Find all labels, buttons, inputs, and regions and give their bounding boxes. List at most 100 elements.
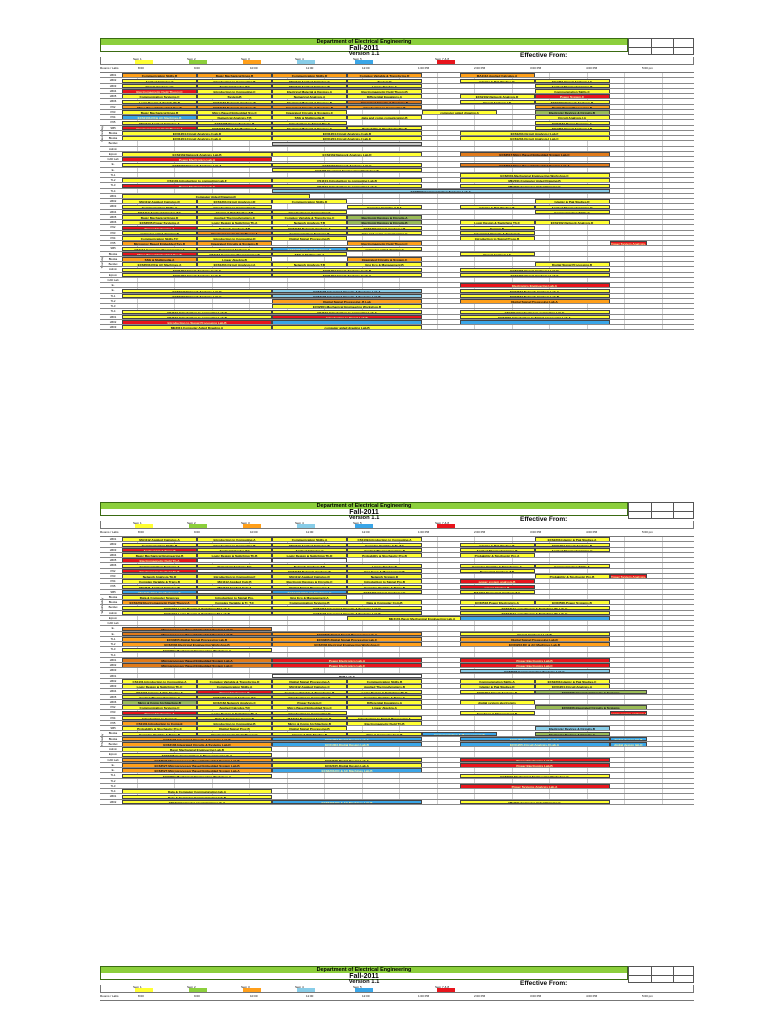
timetable-row: CAD Lab EC63527.Microprocessor Based Embe… bbox=[100, 758, 694, 763]
class-session-cell: EC63518.Power Electronics.A bbox=[459, 600, 535, 605]
semester-color-swatch bbox=[189, 524, 207, 528]
class-session-cell: computer aided drawing.C bbox=[347, 246, 422, 251]
class-session-cell: EC63527.Microprocessor Based Embedded Sy… bbox=[122, 763, 272, 767]
class-session-cell: Network Analysis.T.B bbox=[272, 563, 347, 568]
room-label: E-Workshop bbox=[111, 762, 115, 767]
class-session-cell: Complex Variable & Tr. T.C bbox=[347, 542, 422, 547]
class-session-cell: EC61204.Circuit Analysis.B bbox=[534, 542, 610, 547]
class-session-cell: Data & Computer Communication lab.A bbox=[122, 789, 272, 794]
class-session-cell: Applied Thermodynamics.B bbox=[347, 547, 422, 552]
class-session-cell: Power Electronics Lab.C bbox=[272, 663, 422, 668]
time-slot-label: 9:00 bbox=[194, 530, 200, 534]
timetable-row: E-Workshop EC63527.Microprocessor Based E… bbox=[100, 768, 694, 774]
timetable-row: TL2 Digital Signal Processing .B Lab Digit… bbox=[100, 299, 694, 304]
timetable-row: SB5 CS1112.Computer Programming.A Numerica… bbox=[100, 246, 694, 252]
class-session-cell: Micro Based Embedded Sys.B bbox=[122, 251, 197, 256]
class-session-cell: Computer Aided Drawing.D bbox=[122, 194, 310, 198]
room-label: CAD Lab bbox=[107, 277, 119, 282]
room-label: TL3 bbox=[110, 647, 116, 652]
semester-color-swatch bbox=[437, 60, 455, 64]
room-label: LB01 bbox=[109, 193, 117, 198]
time-slot-label: 5:00 pm bbox=[642, 66, 653, 70]
class-session-cell: Communication Skills.B bbox=[122, 73, 197, 78]
day-block: Wednesday LB01 MA1112.Applied Calculus.A In… bbox=[100, 537, 694, 674]
timetable-row: Bentlet EC63103.Integrated Circuits & Sys… bbox=[100, 742, 694, 747]
timetable-row: Blocka Complex Variable & Trans.B Electrom… bbox=[100, 731, 694, 737]
class-session-cell: Islamic & Pak Studies.D bbox=[459, 684, 535, 689]
timetable-row: TL2 EC62002.Electrical Engineering Worksh… bbox=[100, 642, 694, 648]
timetable-row: LB02 CS1112.Computer programming Lab.A EC6… bbox=[100, 800, 694, 805]
class-session-cell: EC62162.Network Analysis Lab.C bbox=[272, 162, 422, 167]
room-label: LB01 bbox=[109, 794, 117, 799]
room-label: LB03 bbox=[109, 325, 117, 329]
class-session-cell: Micro Based Embedded Sys.B bbox=[122, 104, 197, 109]
timetable-row: LB06 Micro & Comp Architecture.B EC62162.N… bbox=[100, 700, 694, 705]
timetable-row: Admin EC61204.Circuit Analysis.I Lab.C EC6… bbox=[100, 267, 694, 273]
room-label: LB01 bbox=[109, 73, 117, 77]
room-label: P05 bbox=[110, 720, 116, 725]
timetable-row: P04 EC62163.DC& AC Machines.B Numerical An… bbox=[100, 115, 694, 121]
class-session-cell: Differential Equations.A bbox=[347, 700, 422, 704]
class-session-cell: CS1101.Introduction to computing Lab.B bbox=[122, 314, 272, 319]
class-session-cell: EC61204.Circuit Analysis.I Lab.F bbox=[459, 272, 610, 277]
class-session-cell: Digital Signal Processing Lab.A bbox=[459, 299, 610, 303]
class-session-cell: Electrical Material & Devices.C bbox=[272, 125, 347, 130]
semester-color-swatch bbox=[243, 60, 261, 64]
timetable-sheet-2: Department of Electrical Engineering Fall… bbox=[100, 502, 694, 805]
time-header-row: Rooms / Labs 8:00 9:00 10:00 11:00 12:00 1:00 … bbox=[100, 993, 694, 1001]
class-session-cell: Microprocessor Based Embedded System Lab… bbox=[122, 658, 272, 662]
room-label: TL1 bbox=[110, 636, 116, 641]
timetable-row: Eprom EC61204.Circuit Analysis.I Lab.E EC6… bbox=[100, 273, 694, 278]
room-label: LB04 bbox=[109, 88, 117, 93]
room-label: CAD Lab bbox=[107, 757, 119, 762]
class-session-cell: Introduction to Computing.F bbox=[272, 209, 347, 214]
class-session-cell: Introduction to Computing.F bbox=[197, 574, 272, 578]
timetable-row: E-Workshop EC6265.Electrical Engineering … bbox=[100, 168, 694, 173]
class-session-cell: Numerical Analysis.T.B bbox=[197, 115, 272, 120]
class-session-cell: Islamic & Pak Studies.D bbox=[534, 199, 610, 204]
class-session-cell: EC63203.DC & AC Machines Lab.B bbox=[272, 799, 422, 804]
class-session-cell: EC62163.DC& AC Machines.C bbox=[272, 589, 347, 594]
class-session-cell: EC61204.Circuit Analysis.T.C bbox=[197, 694, 272, 699]
timetable-row: E-Workshop EC62142.Network Analysis Lab.D… bbox=[100, 288, 694, 294]
room-label: P03 bbox=[110, 573, 116, 578]
room-label: P04 bbox=[110, 715, 116, 720]
class-session-cell: Introduction to Signal Pro. bbox=[197, 595, 272, 599]
class-session-cell bbox=[272, 320, 422, 324]
class-session-cell: Electromagnetic Field Th.A bbox=[122, 558, 197, 563]
time-slot-label: 12:00 bbox=[362, 66, 370, 70]
day-block: Thursday LB01 Computer Aided Drawing.D LB02… bbox=[100, 193, 694, 331]
class-session-cell: EC62163.DC& AC Machines.B bbox=[272, 246, 347, 251]
class-session-cell: CS1101.Introduction to computing Lab.A bbox=[272, 309, 422, 314]
class-session-cell: CS1112.Computer programming Lab.A bbox=[122, 799, 272, 804]
semester-label: Sem 4 bbox=[295, 985, 304, 989]
class-session-cell bbox=[272, 141, 422, 146]
class-session-cell: ME2011.Computer Aided Drawing.C bbox=[459, 799, 610, 804]
class-session-cell: Digital Signal Processing.B bbox=[534, 262, 610, 267]
class-session-cell: Logic Design & Switching Th.D bbox=[272, 553, 347, 557]
semester-color-swatch bbox=[355, 524, 373, 528]
time-slot-label: 1:00 PM bbox=[418, 530, 430, 534]
time-slot-label: 2:00 PM bbox=[474, 66, 486, 70]
room-label: P04 bbox=[110, 579, 116, 583]
class-session-cell: Applied Calculus.T.C bbox=[197, 83, 272, 88]
timetable-row: TL1 EC62162.Network Analysis Lab.C EC63103… bbox=[100, 294, 694, 299]
timetable-sheet-3: Department of Electrical Engineering Fall… bbox=[100, 966, 694, 1001]
timetable-row: CAD Lab bbox=[100, 278, 694, 283]
room-label: Eprom bbox=[108, 151, 118, 156]
class-session-cell: Electronic Devices & Circuits.B bbox=[534, 726, 610, 731]
room-label: Blocka bbox=[108, 731, 118, 736]
time-slot-label: 5:00 pm bbox=[642, 530, 653, 534]
class-session-cell: EC62162.Network Analysis.A bbox=[272, 225, 347, 230]
class-session-cell: EC63103.Integrated Circuits & Systems La… bbox=[272, 293, 422, 298]
class-session-cell: Integrated Circuits & Systems.C bbox=[272, 110, 347, 114]
room-label: CAD Lab bbox=[107, 157, 119, 161]
room-label: Blocka bbox=[108, 130, 118, 135]
room-label: P02 bbox=[110, 225, 116, 230]
semester-color-swatch bbox=[243, 524, 261, 528]
time-slot-label: 9:00 bbox=[194, 66, 200, 70]
class-session-cell: Introduction to Computing.B bbox=[272, 694, 347, 699]
timetable-row: LB04 Basic Mechanical Engineering.B Logic … bbox=[100, 553, 694, 558]
class-session-cell: Power Electronics Lab.B bbox=[459, 757, 610, 762]
class-session-cell: EC63305.Digital Signal Processing Lab.C bbox=[272, 637, 422, 641]
